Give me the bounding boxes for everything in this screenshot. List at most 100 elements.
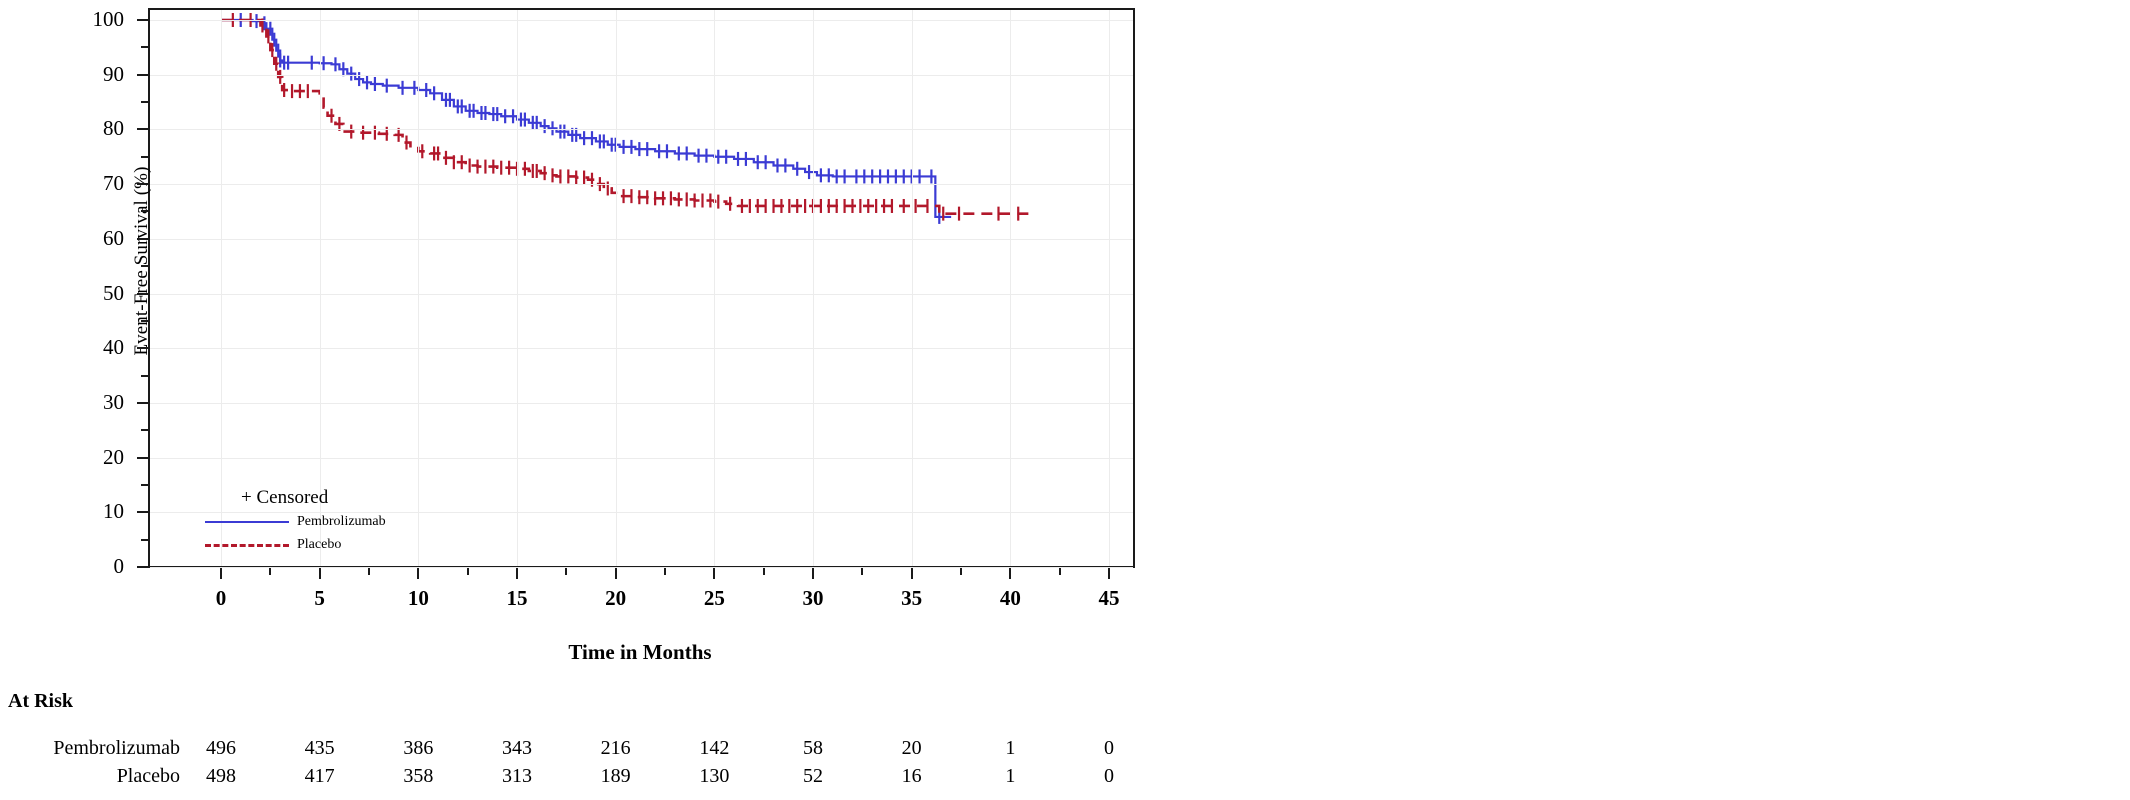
gridline [615,10,617,566]
at-risk-value: 417 [304,765,335,787]
at-risk-value: 386 [403,737,434,759]
gridline [1109,10,1110,566]
at-risk-value: 216 [600,737,631,759]
x-tick-mark [713,568,716,579]
at-risk-value: 16 [901,765,922,787]
x-tick-mark [910,568,913,579]
gridline [517,10,518,566]
x-tick-mark-minor [269,568,272,575]
at-risk-value: 496 [206,737,236,759]
y-tick-mark-minor [141,483,148,486]
y-tick-mark-minor [141,101,148,104]
y-tick-label: 100 [92,7,125,31]
y-tick-mark [137,401,148,404]
at-risk-row-label: Placebo [116,765,180,787]
y-tick-label: 10 [103,499,124,524]
y-tick-mark-minor [141,265,148,268]
y-tick-label: 80 [103,116,124,141]
legend: + Censored Pembrolizumab Placebo [205,487,465,555]
at-risk-row: Pembrolizumab 496 435 386 343 216 142 58 20 1 0 [0,735,1160,763]
x-tick-mark [417,568,420,579]
at-risk-value: 52 [803,765,823,787]
x-tick-mark [1009,568,1012,579]
x-tick-mark-minor [762,568,765,575]
x-tick-label: 35 [901,586,923,610]
at-risk-value: 343 [502,737,532,759]
x-tick-label: 30 [802,586,824,610]
x-tick-mark-minor [368,568,370,575]
y-tick-label: 30 [103,389,124,414]
y-tick-label: 90 [103,61,124,86]
x-tick-label: 20 [605,586,627,610]
y-tick-mark [137,347,148,350]
curve-placebo [221,18,1032,215]
gridline [221,10,222,566]
at-risk-heading: At Risk [8,690,74,712]
x-tick-label: 5 [314,586,325,610]
censor-marks-placebo [231,13,1020,221]
gridline [150,293,1133,295]
gridline [319,10,321,566]
gridline [813,10,814,566]
gridline [150,512,1133,514]
at-risk-value: 1 [1005,765,1016,787]
gridline [150,184,1133,186]
x-tick-label: 45 [1098,586,1120,610]
x-tick-mark [812,568,814,579]
x-tick-label: 40 [999,586,1021,610]
gridline [150,348,1133,350]
y-tick-mark [137,73,148,76]
y-tick-label: 50 [103,280,124,305]
y-tick-label: 20 [103,444,124,469]
y-tick-mark [137,183,148,186]
y-tick-label: 40 [103,335,124,360]
y-tick-mark [137,237,148,240]
at-risk-value: 435 [304,737,335,759]
y-tick-mark-minor [141,374,148,377]
at-risk-value: 142 [699,737,730,759]
at-risk-value: 20 [901,737,922,759]
x-tick-mark [614,568,617,579]
legend-label-pembrolizumab: Pembrolizumab [297,514,386,529]
legend-item-pembrolizumab: Pembrolizumab [205,512,465,532]
at-risk-value: 498 [206,765,236,787]
gridline [714,10,716,566]
y-tick-mark [137,128,148,131]
gridline [1010,10,1012,566]
x-tick-mark-minor [565,568,568,575]
at-risk-value: 0 [1104,737,1114,759]
y-tick-mark [137,19,148,21]
at-risk-value: 189 [600,765,631,787]
at-risk-value: 313 [502,765,532,787]
y-tick-mark-minor [141,319,148,322]
x-tick-mark-minor [960,568,962,575]
gridline [150,129,1133,131]
y-tick-label: 70 [103,171,124,196]
y-tick-mark-minor [141,429,148,432]
legend-swatch-placebo [205,543,289,547]
survival-curves [221,13,1032,224]
at-risk-table: Pembrolizumab 496 435 386 343 216 142 58 20 1 0 Pla… [0,735,1160,791]
y-tick-mark [137,456,148,459]
legend-label-placebo: Placebo [297,537,342,552]
plot-area [148,8,1135,568]
x-tick-mark [318,568,321,579]
gridline [911,10,913,566]
y-tick-mark [137,511,148,514]
at-risk-value: 358 [403,765,434,787]
y-tick-mark-minor [141,538,148,541]
gridline [150,74,1133,76]
x-tick-label: 0 [215,586,227,610]
x-tick-label: 15 [506,586,528,610]
gridline [150,20,1133,21]
gridline [150,238,1133,240]
x-tick-mark [1108,568,1110,579]
at-risk-row-label: Pembrolizumab [53,737,180,759]
gridline [150,457,1133,459]
x-tick-label: 25 [703,586,725,610]
x-tick-mark-minor [861,568,864,575]
at-risk-value: 0 [1104,765,1114,787]
legend-censored-label: + Censored [241,487,329,508]
legend-swatch-pembrolizumab [205,521,289,523]
gridline [150,567,1133,568]
